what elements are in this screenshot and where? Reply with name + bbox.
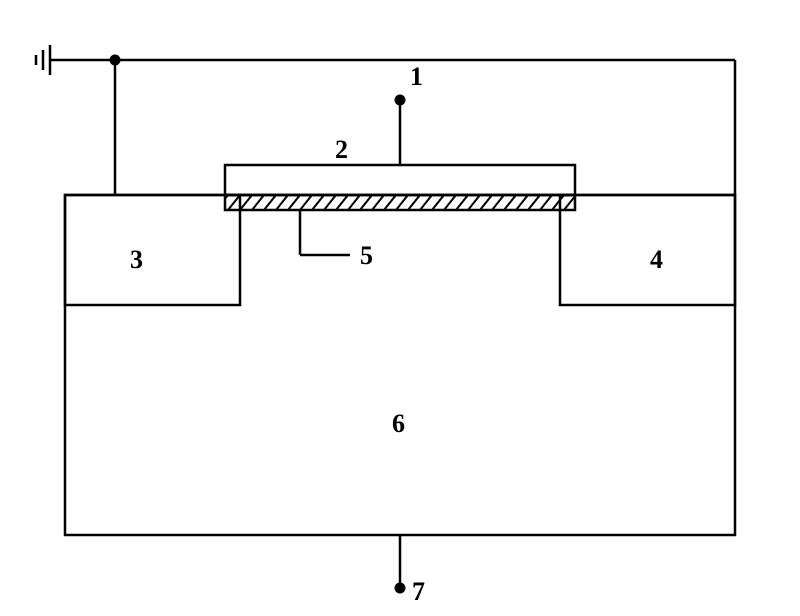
label-5: 5 (360, 241, 373, 270)
channel-layer (225, 195, 575, 210)
label-7: 7 (412, 577, 425, 606)
label-1: 1 (410, 62, 423, 91)
substrate-rect (65, 195, 735, 535)
label-2: 2 (335, 135, 348, 164)
gate-top-rect (225, 165, 575, 195)
right-region-rect (560, 195, 735, 305)
label-6: 6 (392, 409, 405, 438)
bottom-terminal-dot (395, 583, 406, 594)
ground-symbol (36, 45, 50, 75)
junction-dot (110, 55, 121, 66)
left-region-rect (65, 195, 240, 305)
gate-terminal-dot (395, 95, 406, 106)
label-4: 4 (650, 245, 663, 274)
transistor-schematic: 1 2 3 4 5 6 7 (0, 0, 800, 616)
label-3: 3 (130, 245, 143, 274)
